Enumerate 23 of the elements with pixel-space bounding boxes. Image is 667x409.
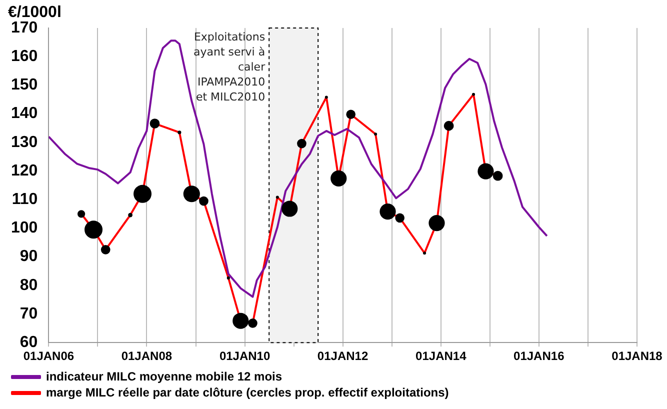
legend-label: indicateur MILC moyenne mobile 12 mois: [46, 369, 282, 384]
y-tick-label: 140: [10, 105, 38, 122]
legend-label: marge MILC réelle par date clôture (cercles prop. effectif exploitations): [46, 385, 449, 400]
y-tick-label: 70: [20, 305, 38, 322]
x-tick-label: 01JAN18: [612, 349, 663, 364]
y-axis-title: €/1000l: [8, 4, 62, 21]
y-tick-label: 100: [10, 220, 38, 237]
x-tick-label: 01JAN12: [317, 349, 368, 364]
x-tick-label: 01JAN08: [121, 349, 172, 364]
y-tick-label: 160: [10, 48, 38, 66]
y-tick-label: 90: [20, 248, 38, 266]
y-tick-label: 120: [10, 162, 38, 180]
y-tick-label: 80: [20, 276, 38, 294]
band-label: Exploitations ayant servi à caler IPAMPA2010 et MILC2010: [193, 30, 266, 104]
x-tick-label: 01JAN10: [219, 349, 270, 364]
x-tick-label: 01JAN14: [416, 349, 467, 364]
y-tick-label: 110: [12, 191, 38, 208]
y-tick-label: 130: [10, 134, 38, 151]
y-tick-label: 60: [20, 334, 38, 352]
x-tick-label: 01JAN16: [514, 349, 565, 364]
y-tick-label: 170: [10, 19, 38, 36]
x-tick-label: 01JAN06: [23, 349, 74, 364]
y-tick-label: 150: [10, 76, 38, 94]
